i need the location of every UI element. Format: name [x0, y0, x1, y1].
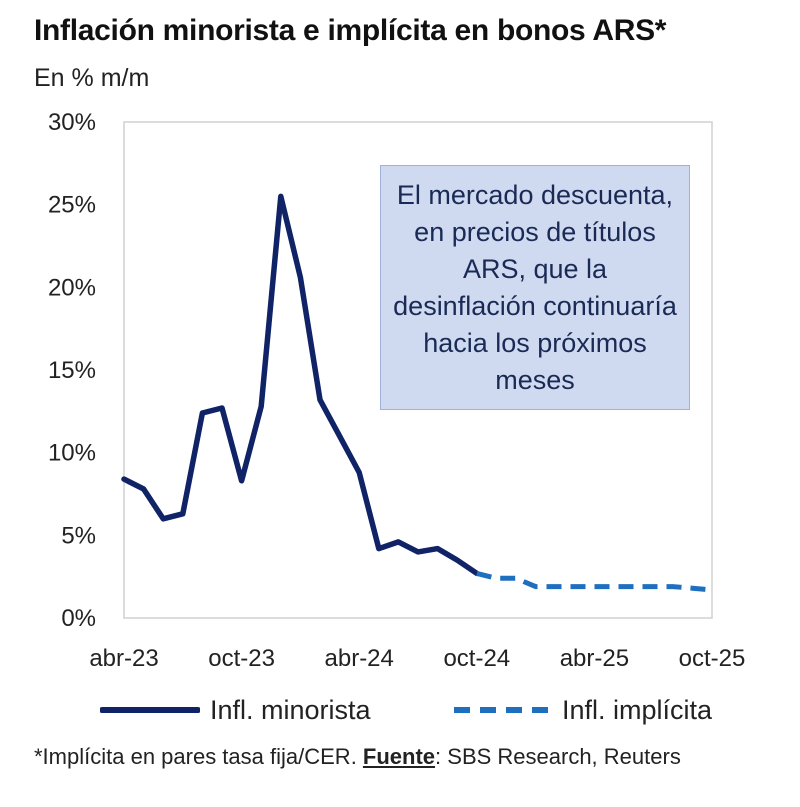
legend-label-retail: Infl. minorista [210, 694, 371, 725]
series-group [121, 193, 713, 593]
chart-subtitle: En % m/m [34, 64, 150, 92]
y-tick-label: 0% [61, 605, 96, 632]
legend-swatch-implied [454, 707, 550, 713]
y-tick-label: 20% [48, 274, 96, 301]
line-chart: 0% 5% 10% 15% 20% 25% 30% abr-23 oct-23 abr-24 oc… [48, 109, 745, 672]
x-tick-label: oct-23 [208, 645, 275, 672]
x-axis: abr-23 oct-23 abr-24 oct-24 abr-25 oct-25 [89, 645, 745, 672]
y-tick-label: 15% [48, 357, 96, 384]
x-tick-label: abr-25 [560, 645, 629, 672]
footnote-source-text: : SBS Research, Reuters [435, 744, 681, 769]
y-tick-label: 5% [61, 522, 96, 549]
x-tick-label: oct-25 [679, 645, 746, 672]
footnote: *Implícita en pares tasa fija/CER. Fuent… [34, 744, 681, 770]
x-tick-label: abr-23 [89, 645, 158, 672]
y-tick-label: 30% [48, 109, 96, 136]
legend-label-implied: Infl. implícita [562, 694, 713, 725]
annotation-box: El mercado descuenta, en precios de títu… [380, 165, 690, 410]
annotation-text: El mercado descuenta, en precios de títu… [393, 179, 677, 395]
legend: Infl. minorista Infl. implícita [0, 688, 800, 732]
y-tick-label: 25% [48, 192, 96, 219]
legend-item-retail: Infl. minorista [100, 688, 371, 732]
footnote-prefix: *Implícita en pares tasa fija/CER. [34, 744, 363, 769]
plot-area [123, 121, 713, 619]
legend-item-implied: Infl. implícita [452, 688, 712, 732]
series-line-retail [121, 193, 480, 577]
chart-title: Inflación minorista e implícita en bonos… [34, 14, 667, 47]
series-line-implied [476, 570, 713, 593]
y-axis: 0% 5% 10% 15% 20% 25% 30% [48, 109, 96, 632]
footnote-source-label: Fuente [362, 744, 436, 769]
legend-swatch-retail [100, 707, 200, 713]
x-tick-label: abr-24 [325, 645, 394, 672]
y-tick-label: 10% [48, 440, 96, 467]
x-tick-label: oct-24 [443, 645, 510, 672]
